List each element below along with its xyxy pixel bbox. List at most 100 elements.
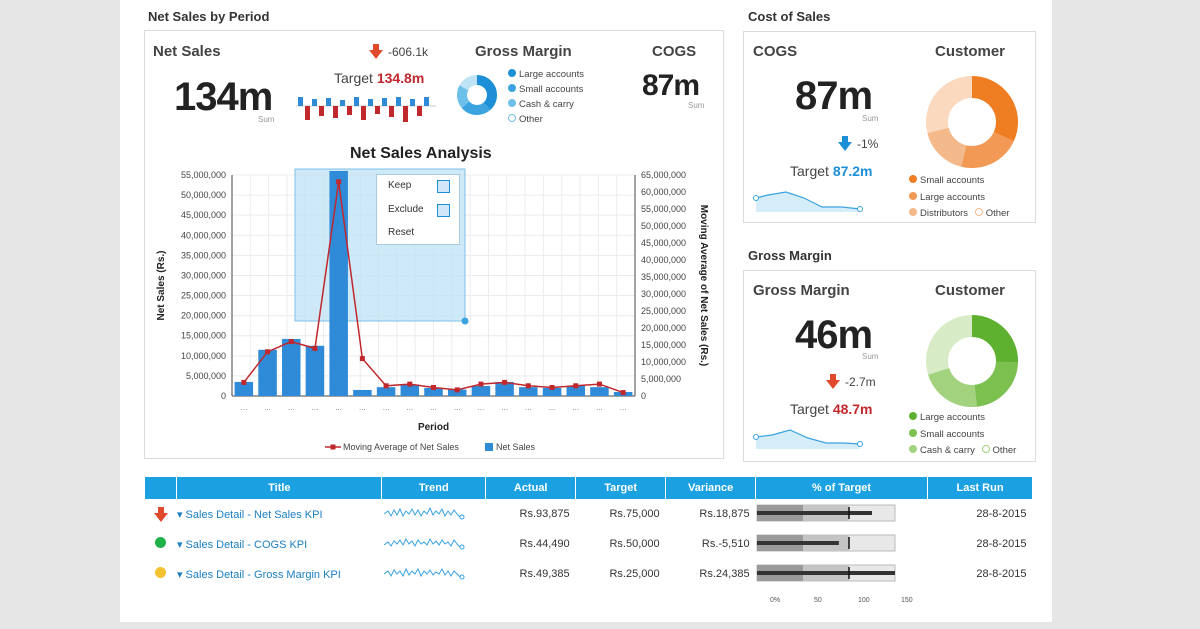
bullet-actual-bar [756, 540, 839, 545]
y2-tick-label: 0 [641, 391, 646, 401]
table-header-variance[interactable]: Variance [665, 477, 757, 499]
table-header-trend[interactable]: Trend [381, 477, 487, 499]
y2-tick-label: 30,000,000 [641, 289, 686, 299]
bar-net-sales [447, 389, 467, 396]
status-cell [145, 529, 177, 559]
legend-dot-icon [508, 84, 516, 93]
bar-net-sales [590, 387, 609, 396]
table-header-target[interactable]: Target [575, 477, 667, 499]
legend-dot-icon [909, 208, 917, 217]
menu-item-reset[interactable]: Reset [388, 227, 415, 238]
kpi-title-link[interactable]: Sales Detail - COGS KPI [185, 538, 308, 551]
expand-caret-icon[interactable]: ▾ [176, 568, 186, 581]
kpi-table: Title Trend Actual Target Variance % of … [145, 477, 1033, 589]
moving-average-point [359, 356, 365, 362]
down-arrow-icon [838, 136, 852, 152]
actual-cell: Rs.49,385 [519, 568, 570, 580]
x-tick-label: ... [430, 403, 437, 412]
cos-cogs-value: 87m [795, 74, 873, 118]
table-header-last-run[interactable]: Last Run [927, 477, 1033, 499]
table-header-actual[interactable]: Actual [485, 477, 577, 499]
legend-dot-icon [508, 114, 516, 123]
x-tick-label: ... [359, 403, 366, 412]
y-tick-label: 55,000,000 [181, 170, 226, 180]
moving-average-point [478, 381, 484, 387]
exclude-icon[interactable] [437, 204, 450, 217]
legend-item: Large accounts [508, 67, 584, 82]
cos-cogs-sum-label: Sum [862, 114, 879, 123]
title-cell[interactable]: ▾ Sales Detail - COGS KPI [177, 529, 382, 559]
net-sales-variance-sparkbars [296, 97, 436, 122]
kpi-title-link[interactable]: Sales Detail - Net Sales KPI [185, 508, 323, 521]
pct-target-cell [756, 529, 928, 559]
moving-average-point [265, 349, 271, 355]
cogs-top-title: COGS [652, 43, 697, 60]
status-yellow-icon [155, 567, 167, 578]
actual-cell: Rs.44,490 [519, 538, 570, 550]
moving-average-point [431, 385, 436, 390]
table-row[interactable]: ▾ Sales Detail - Net Sales KPI Rs.93,875… [145, 499, 1033, 529]
last-run-cell: 28-8-2015 [976, 568, 1027, 580]
x-tick-label: ... [264, 403, 271, 412]
y2-axis-title: Moving Average of Net Sales (Rs.) [698, 205, 709, 367]
table-row[interactable]: ▾ Sales Detail - COGS KPI Rs.44,490 Rs.5… [145, 529, 1033, 559]
legend-label: Large accounts [920, 412, 985, 423]
y-tick-label: 0 [221, 391, 226, 401]
table-row[interactable]: ▾ Sales Detail - Gross Margin KPI Rs.49,… [145, 559, 1033, 589]
title-cell[interactable]: ▾ Sales Detail - Net Sales KPI [177, 499, 382, 529]
legend-dot-icon [981, 445, 990, 454]
bar-net-sales [353, 389, 372, 396]
table-header-row: Title Trend Actual Target Variance % of … [145, 477, 1033, 499]
y2-tick-label: 65,000,000 [641, 170, 686, 180]
moving-average-point [407, 381, 413, 387]
y-tick-label: 20,000,000 [181, 311, 226, 321]
target-cell: Rs.50,000 [609, 538, 660, 550]
cos-customer-title: Customer [935, 43, 1006, 60]
bullet-chart [756, 564, 896, 581]
bar-net-sales [471, 385, 491, 396]
moving-average-point [454, 387, 460, 393]
expand-caret-icon[interactable]: ▾ [176, 508, 186, 521]
trend-sparkline [383, 537, 465, 549]
scale-tick: 0% [770, 597, 781, 604]
last-run-cell: 28-8-2015 [976, 538, 1027, 550]
x-tick-label: ... [525, 403, 532, 412]
title-cell[interactable]: ▾ Sales Detail - Gross Margin KPI [177, 559, 382, 589]
trend-cell [382, 499, 486, 529]
net-sales-delta-value: -606.1k [388, 45, 429, 59]
net-sales-target: Target 134.8m [334, 70, 424, 86]
bar-net-sales [495, 381, 514, 396]
legend-dot-icon [508, 99, 516, 108]
cos-cogs-delta-value: -1% [857, 137, 879, 151]
gm-customer-legend: Large accounts Small accounts Cash & car… [909, 410, 1016, 460]
bar-net-sales [566, 385, 585, 396]
status-cell [145, 499, 177, 529]
gm-target-label: Target [790, 401, 829, 417]
y-tick-label: 35,000,000 [181, 250, 226, 260]
kpi-title-link[interactable]: Sales Detail - Gross Margin KPI [185, 568, 341, 581]
moving-average-point [502, 379, 508, 385]
pct-target-cell [756, 559, 928, 589]
menu-item-exclude[interactable]: Exclude [388, 204, 424, 215]
legend-label: Other [985, 208, 1010, 219]
menu-item-keep[interactable]: Keep [388, 180, 412, 191]
x-tick-label: ... [572, 403, 579, 412]
cos-target-value: 87.2m [832, 163, 873, 179]
legend-item: Small accounts [909, 427, 1016, 444]
moving-average-point [336, 179, 342, 185]
cogs-top-value: 87m [642, 69, 700, 102]
bullet-chart [756, 534, 896, 551]
legend-dot-icon [909, 175, 917, 184]
keep-icon[interactable] [437, 180, 450, 193]
x-tick-label: ... [335, 403, 342, 412]
expand-caret-icon[interactable]: ▾ [176, 538, 186, 551]
table-header-pct-target[interactable]: % of Target [755, 477, 929, 499]
legend-dot-icon [909, 412, 917, 421]
gm-customer-donut [926, 315, 1018, 407]
legend-dot-icon [909, 191, 917, 200]
gm-delta: -2.7m [826, 374, 876, 390]
y2-tick-label: 20,000,000 [641, 323, 686, 333]
bullet-chart [756, 504, 896, 521]
table-header-title[interactable]: Title [176, 477, 383, 499]
y2-tick-label: 60,000,000 [641, 187, 686, 197]
